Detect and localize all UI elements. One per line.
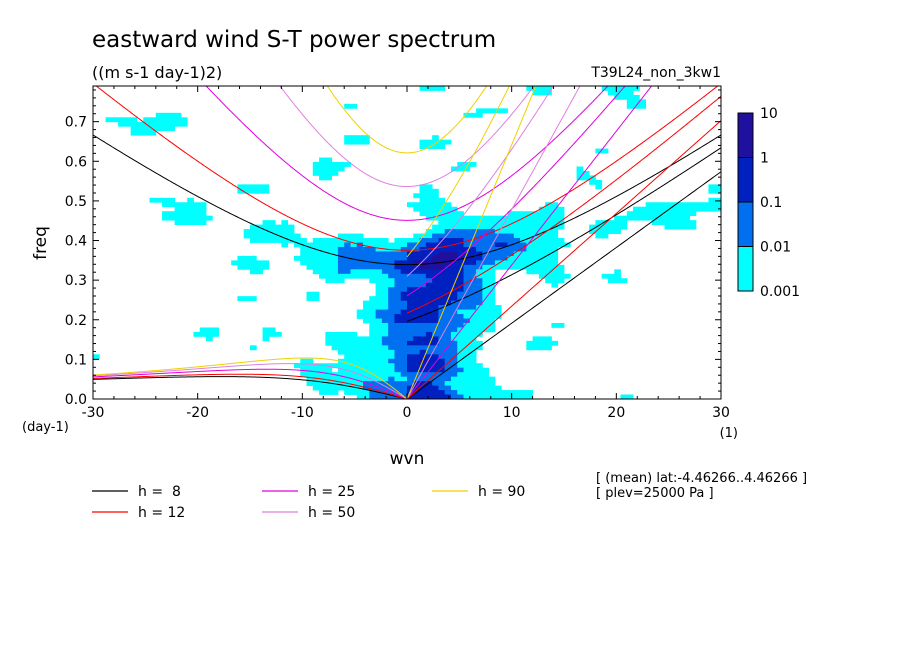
y-tick-label: 0.7 (65, 115, 87, 131)
legend-label: h = 50 (308, 505, 355, 521)
legend-label: h = 12 (138, 505, 185, 521)
chart-subtitle: ((m s-1 day-1)2) (92, 63, 222, 82)
colorbar-label: 1 (760, 151, 769, 167)
mixed-rossby-gravity-curve (406, 95, 721, 314)
x-axis-label: wvn (390, 449, 425, 469)
equatorial-rossby-curve (93, 373, 408, 399)
equatorial-rossby-curve (93, 357, 408, 399)
y-axis-unit: (day-1) (22, 420, 69, 435)
inertia-gravity-curve (326, 86, 488, 154)
spectrum-contours (93, 86, 721, 399)
x-tick-label: -20 (186, 405, 209, 421)
colorbar-swatch (737, 201, 754, 247)
colorbar-label: 0.001 (760, 284, 800, 300)
colorbar-label: 0.1 (760, 195, 782, 211)
y-tick-label: 0.2 (65, 313, 87, 329)
mixed-rossby-gravity-curve (406, 86, 510, 258)
legend-label: h = 25 (308, 484, 355, 500)
inertia-gravity-curve (93, 134, 721, 266)
mixed-rossby-gravity-curve (406, 86, 554, 277)
x-axis: -30 -20 -10 0 10 20 30 (82, 86, 730, 421)
dispersion-curves (93, 86, 721, 399)
x-tick-label: 20 (607, 405, 625, 421)
kelvin-curve (406, 120, 721, 399)
equatorial-rossby-curve (93, 376, 408, 399)
colorbar-swatch (737, 246, 754, 292)
kelvin-curve (406, 86, 537, 399)
annotation-lat: [ (mean) lat:-4.46266..4.46266 ] (596, 471, 807, 486)
x-tick-label: 0 (403, 405, 412, 421)
legend: h = 8 h = 12 h = 25 h = 50 h = 90 (92, 484, 525, 521)
mixed-rossby-gravity-curve (406, 147, 721, 322)
mixed-rossby-gravity-curve (406, 86, 626, 297)
inertia-gravity-curve (95, 86, 719, 251)
legend-label: h = 8 (138, 484, 181, 500)
x-axis-unit: (1) (720, 426, 738, 441)
colorbar-label: 0.01 (760, 240, 791, 256)
y-tick-label: 0.5 (65, 194, 87, 210)
annotation-plev: [ plev=25000 Pa ] (596, 486, 714, 501)
y-tick-label: 0.1 (65, 352, 87, 368)
y-tick-label: 0.3 (65, 273, 87, 289)
y-axis-label: freq (31, 226, 51, 260)
legend-label: h = 90 (478, 484, 525, 500)
y-tick-label: 0.6 (65, 154, 87, 170)
chart-title: eastward wind S-T power spectrum (92, 27, 496, 53)
run-label: T39L24_non_3kw1 (590, 65, 721, 81)
x-tick-label: 10 (503, 405, 521, 421)
kelvin-curve (406, 86, 653, 399)
inertia-gravity-curve (205, 86, 609, 221)
y-axis: 0.0 0.1 0.2 0.3 0.4 0.5 0.6 0.7 (65, 89, 721, 408)
colorbar-label: 10 (760, 106, 778, 122)
colorbar-swatch (737, 112, 754, 158)
equatorial-rossby-curve (93, 368, 408, 399)
y-tick-label: 0.4 (65, 234, 87, 250)
kelvin-curve (406, 86, 581, 399)
plot-area: -30 -20 -10 0 10 20 30 0.00.10.20.30.40.50.60.… (65, 85, 730, 421)
x-tick-label: -10 (291, 405, 314, 421)
inertia-gravity-curve (279, 86, 535, 188)
x-tick-label: 30 (712, 405, 730, 421)
kelvin-curve (406, 171, 721, 399)
colorbar: 10 1 0.1 0.01 0.001 (737, 106, 800, 300)
colorbar-swatch (737, 157, 754, 203)
x-tick-label: -30 (82, 405, 105, 421)
equatorial-rossby-curve (93, 363, 408, 399)
y-tick-label: 0.0 (65, 392, 87, 408)
